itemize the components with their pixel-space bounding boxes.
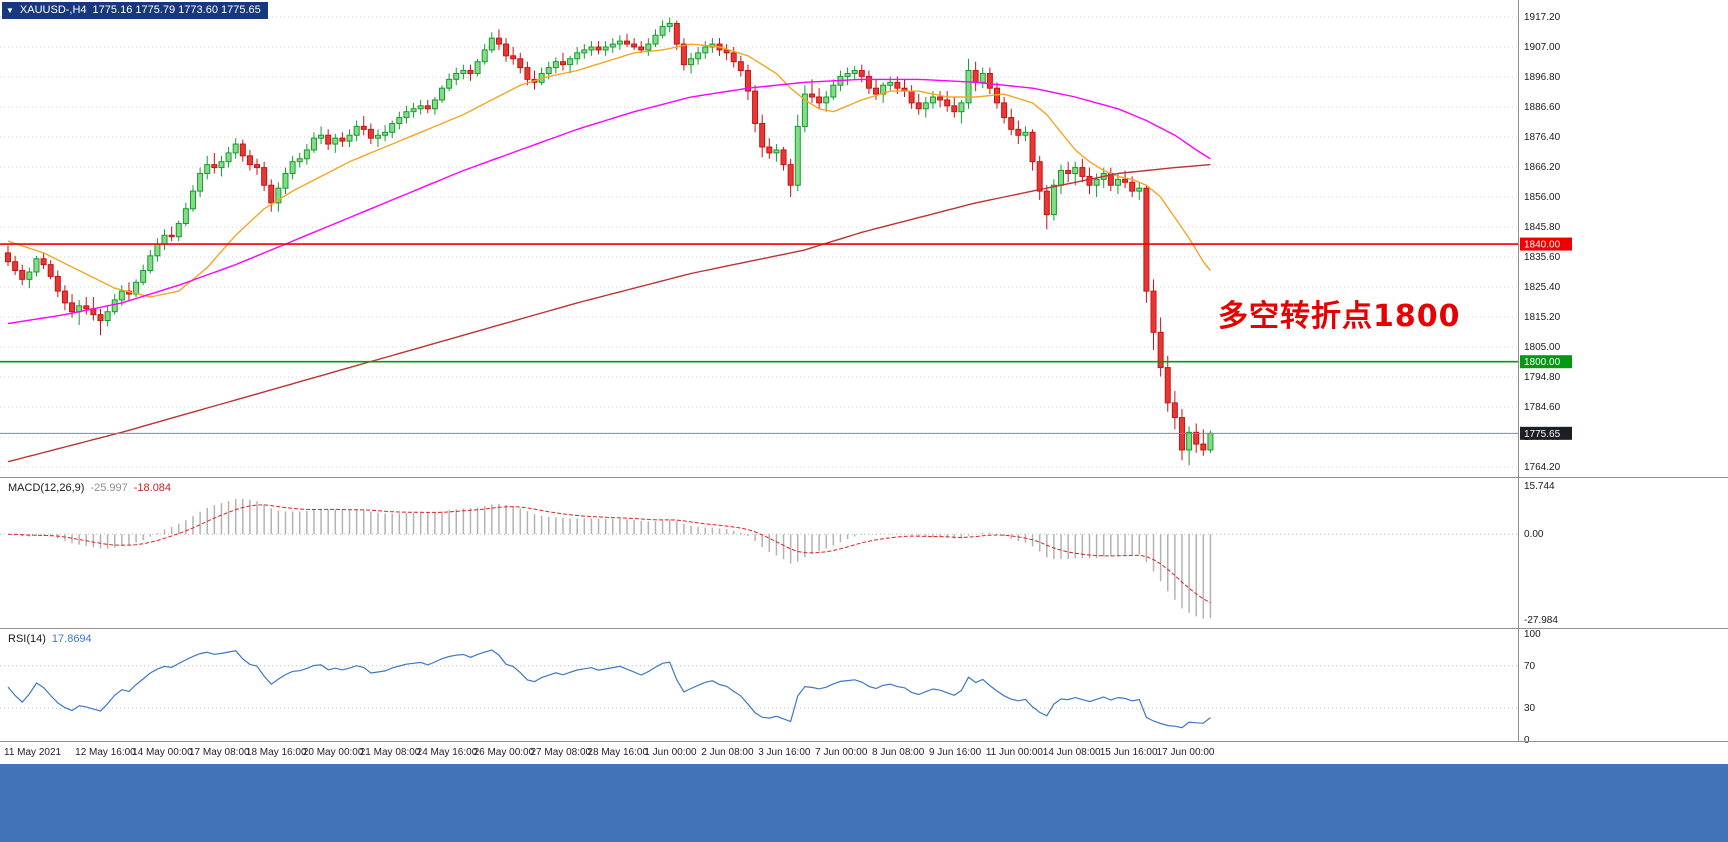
svg-text:1825.40: 1825.40 [1524, 282, 1561, 293]
rsi-name: RSI(14) [8, 633, 46, 645]
rsi-indicator-label: RSI(14) 17.8694 [8, 633, 92, 645]
macd-signal-value: -18.084 [133, 482, 172, 494]
svg-text:1805.00: 1805.00 [1524, 342, 1561, 353]
svg-text:30: 30 [1524, 703, 1536, 714]
svg-text:1866.20: 1866.20 [1524, 162, 1561, 173]
macd-histogram [14, 498, 1212, 619]
ma-fast-line [7, 43, 1211, 298]
macd-name: MACD(12,26,9) [8, 482, 85, 494]
x-axis-label: 7 Jun 00:00 [815, 747, 868, 758]
macd-indicator-label: MACD(12,26,9) -25.997 -18.084 [8, 482, 171, 494]
svg-text:1840.00: 1840.00 [1524, 240, 1561, 251]
x-axis-label: 27 May 08:00 [531, 747, 592, 758]
hline-1800: 1800.00 [0, 355, 1572, 369]
svg-text:1876.40: 1876.40 [1524, 132, 1561, 143]
svg-text:1784.60: 1784.60 [1524, 402, 1561, 413]
svg-text:1815.20: 1815.20 [1524, 312, 1561, 323]
current-price-line: 1775.65 [0, 426, 1572, 440]
svg-text:1794.80: 1794.80 [1524, 372, 1561, 383]
x-axis-label: 3 Jun 16:00 [758, 747, 811, 758]
x-axis-label: 26 May 00:00 [474, 747, 535, 758]
x-axis-label: 2 Jun 08:00 [701, 747, 754, 758]
x-axis-label: 14 Jun 08:00 [1043, 747, 1101, 758]
x-axis-label: 21 May 08:00 [360, 747, 421, 758]
candles-layer [5, 17, 1214, 466]
rsi-scale-labels: 100 70 30 0 [1524, 629, 1541, 746]
x-axis-label: 17 Jun 00:00 [1157, 747, 1215, 758]
rsi-value: 17.8694 [51, 633, 92, 645]
svg-text:1886.60: 1886.60 [1524, 102, 1561, 113]
chart-title-bar[interactable]: ▼ XAUUSD-,H4 1775.16 1775.79 1773.60 177… [2, 2, 268, 19]
svg-text:15.744: 15.744 [1524, 481, 1555, 492]
x-axis-label: 28 May 16:00 [587, 747, 648, 758]
chart-annotation-text: 多空转折点1800 [1218, 299, 1461, 334]
svg-text:0: 0 [1524, 735, 1530, 746]
svg-text:-27.984: -27.984 [1524, 615, 1558, 626]
x-axis-label: 15 Jun 16:00 [1100, 747, 1158, 758]
x-axis-label: 1 Jun 00:00 [644, 747, 697, 758]
svg-text:100: 100 [1524, 629, 1541, 640]
svg-text:0.00: 0.00 [1524, 529, 1544, 540]
x-axis-label: 18 May 16:00 [246, 747, 307, 758]
x-axis-label: 11 May 2021 [4, 747, 62, 758]
rsi-line [7, 649, 1211, 729]
svg-text:1845.80: 1845.80 [1524, 222, 1561, 233]
panel-separators [0, 0, 1728, 742]
svg-text:1856.00: 1856.00 [1524, 192, 1561, 203]
macd-scale-labels: 15.744 0.00 -27.984 [1524, 481, 1558, 626]
x-axis-label: 9 Jun 16:00 [929, 747, 982, 758]
svg-text:1764.20: 1764.20 [1524, 462, 1561, 473]
ma-slow-line [7, 163, 1211, 463]
x-axis-label: 24 May 16:00 [417, 747, 478, 758]
x-axis-label: 20 May 00:00 [303, 747, 364, 758]
x-axis-label: 8 Jun 08:00 [872, 747, 925, 758]
macd-main-value: -25.997 [90, 482, 128, 494]
x-axis-label: 17 May 08:00 [189, 747, 250, 758]
svg-text:1907.00: 1907.00 [1524, 42, 1561, 53]
chart-ohlc-quote: 1775.16 1775.79 1773.60 1775.65 [92, 4, 261, 16]
x-axis-label: 14 May 00:00 [132, 747, 193, 758]
mt4-chart-window: 1917.20 1907.00 1896.80 1886.60 1876.40 1866.… [0, 0, 1728, 764]
macd-signal-line [7, 504, 1211, 604]
x-axis-label: 12 May 16:00 [75, 747, 136, 758]
x-axis-label: 11 Jun 00:00 [986, 747, 1044, 758]
window-menu-icon[interactable]: ▼ [6, 6, 14, 15]
chart-symbol-period: XAUUSD-,H4 [19, 4, 87, 16]
svg-text:70: 70 [1524, 661, 1536, 672]
svg-text:1835.60: 1835.60 [1524, 252, 1561, 263]
svg-text:1917.20: 1917.20 [1524, 12, 1561, 23]
svg-text:1800.00: 1800.00 [1524, 357, 1561, 368]
ma-mid-line [7, 78, 1211, 325]
chart-canvas[interactable]: 1917.20 1907.00 1896.80 1886.60 1876.40 1866.… [0, 0, 1728, 764]
hline-1840: 1840.00 [0, 237, 1572, 251]
svg-text:1896.80: 1896.80 [1524, 72, 1561, 83]
svg-text:1775.65: 1775.65 [1524, 429, 1561, 440]
